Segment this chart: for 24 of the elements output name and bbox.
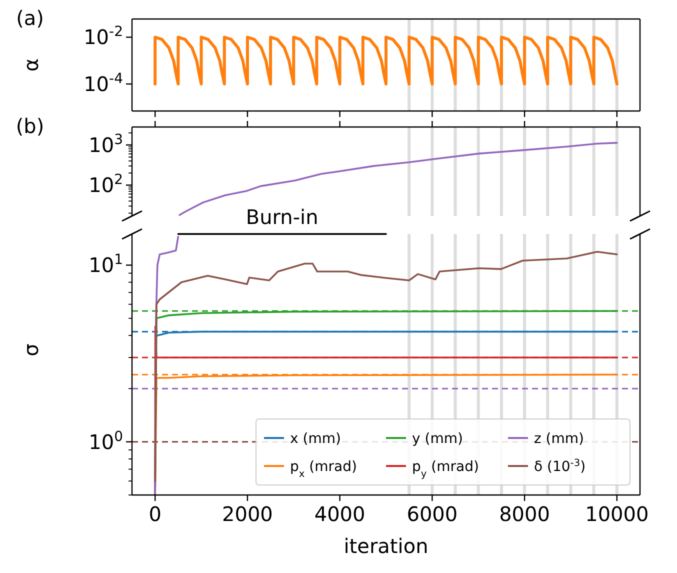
chart-title: (a) [16, 6, 44, 30]
x-tick-label: 6000 [406, 502, 458, 526]
y-tick-label: 10$^{-4}$ [84, 70, 124, 96]
legend-label: p$_{x}$ (mrad) [290, 459, 357, 480]
y-tick-label: 10$^{0}$ [88, 428, 123, 454]
y-axis-title: α [19, 58, 43, 72]
legend-label: p$_{y}$ (mrad) [412, 459, 479, 480]
y-tick-label: 10$^{3}$ [88, 132, 123, 157]
x-tick-label: 10000 [585, 502, 649, 526]
legend-label: δ (10$^{-3}$) [534, 458, 586, 475]
x-axis-title: iteration [344, 534, 428, 558]
legend-label: z (mm) [534, 431, 584, 447]
legend-label: x (mm) [290, 431, 341, 447]
x-tick-label: 4000 [314, 502, 366, 526]
x-tick-label: 8000 [499, 502, 550, 526]
annotation: Burn-in [246, 205, 318, 229]
y-tick-label: 10$^{-2}$ [84, 24, 123, 50]
legend-label: y (mm) [412, 431, 463, 447]
y-tick-label: 10$^{1}$ [88, 252, 123, 278]
y-axis-title: σ [19, 343, 43, 356]
x-tick-label: 0 [148, 502, 162, 526]
x-tick-label: 2000 [222, 502, 273, 526]
y-tick-label: 10$^{2}$ [88, 172, 123, 198]
chart-title: (b) [16, 114, 44, 138]
